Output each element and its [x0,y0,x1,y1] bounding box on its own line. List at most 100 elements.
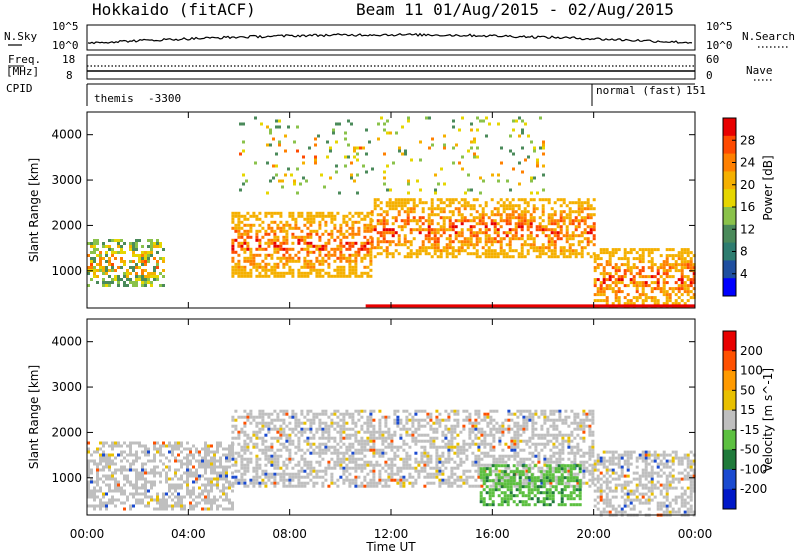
echo-cell [460,246,464,250]
echo-cell [653,287,657,291]
echo-cell [586,201,590,205]
echo-cell [246,211,250,215]
echo-cell [563,485,567,489]
echo-cell [450,472,454,476]
echo-cell [237,265,241,269]
echo-cell [418,198,422,202]
echo-cell [144,477,147,481]
echo-cell [551,491,555,495]
echo-cell [572,476,576,480]
echo-cell [555,463,559,467]
echo-cell [366,253,370,257]
echo-cell [291,268,295,272]
echo-cell [671,290,675,294]
echo-cell [99,447,102,451]
echo-cell [219,462,222,466]
echo-cell [114,486,117,490]
echo-cell [444,445,448,449]
echo-cell [120,501,123,505]
echo-cell [96,248,99,251]
echo-cell [498,424,502,428]
echo-cell [499,240,503,244]
echo-cell [258,466,262,470]
echo-cell [435,454,439,458]
echo-cell [339,451,343,455]
echo-cell [270,211,274,215]
echo-cell [483,454,487,458]
echo-cell [252,475,256,479]
echo-cell [559,225,563,229]
echo-cell [369,424,373,428]
echo-cell [499,213,503,217]
echo-cell [380,116,383,120]
echo-cell [565,231,569,235]
echo-cell [583,222,587,226]
echo-cell [411,421,415,425]
echo-cell [99,254,102,257]
echo-cell [503,497,507,501]
echo-cell [591,478,595,482]
echo-cell [508,237,512,241]
echo-cell [357,457,361,461]
echo-cell [412,228,416,232]
echo-cell [475,255,479,259]
echo-cell [129,242,132,245]
echo-cell [518,488,522,492]
echo-cell [303,481,307,485]
echo-cell [387,466,391,470]
echo-cell [502,249,506,253]
echo-cell [330,436,334,440]
echo-cell [483,412,487,416]
echo-cell [435,451,439,455]
echo-cell [583,207,587,211]
echo-cell [686,263,690,267]
echo-cell [444,418,448,422]
echo-cell [330,232,334,236]
echo-cell [450,484,454,488]
echo-cell [96,447,99,451]
echo-cell [561,442,565,446]
echo-cell [592,222,596,226]
echo-cell [237,268,241,272]
colorbar-swatch [723,260,736,279]
echo-cell [321,469,325,473]
echo-cell [680,254,684,258]
echo-cell [336,211,340,215]
echo-cell [387,475,391,479]
echo-cell [87,504,90,508]
echo-cell [186,480,189,484]
echo-cell [507,466,511,470]
echo-cell [510,445,514,449]
echo-cell [391,231,395,235]
echo-cell [585,418,589,422]
echo-cell [393,433,397,437]
echo-cell [153,498,156,502]
echo-cell [243,256,247,260]
echo-cell [371,167,374,171]
echo-cell [270,253,274,257]
echo-cell [641,254,645,258]
echo-cell [108,239,111,242]
echo-cell [520,243,524,247]
echo-cell [537,457,541,461]
echo-cell [617,296,621,300]
echo-cell [363,226,367,230]
echo-cell [369,484,373,488]
echo-cell [270,238,274,242]
echo-cell [644,293,648,297]
colorbar-swatch [723,171,736,190]
echo-cell [198,459,201,463]
echo-cell [495,421,499,425]
echo-cell [288,214,292,218]
echo-cell [284,134,287,138]
echo-cell [372,466,376,470]
echo-cell [448,222,452,226]
echo-cell [441,418,445,422]
echo-cell [153,269,156,272]
echo-cell [533,176,536,180]
echo-cell [366,247,370,251]
echo-cell [527,482,531,486]
echo-cell [303,262,307,266]
echo-cell [665,281,669,285]
echo-cell [547,213,551,217]
